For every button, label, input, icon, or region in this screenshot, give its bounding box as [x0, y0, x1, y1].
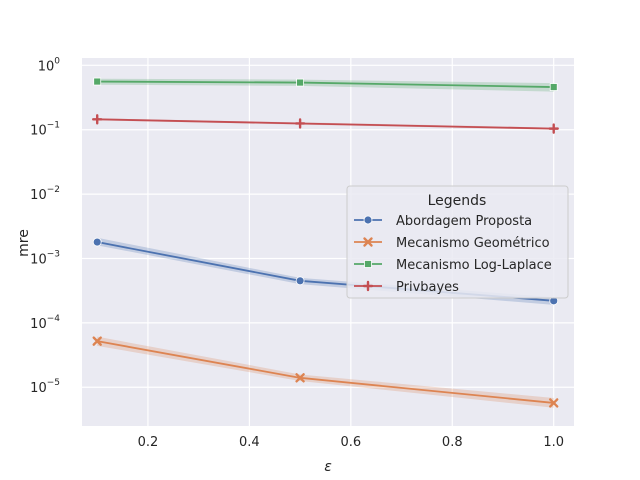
data-point [549, 83, 558, 91]
y-tick-label: 10−2 [30, 185, 60, 203]
data-point [92, 237, 102, 247]
data-point [296, 78, 305, 87]
y-tick-label: 10−3 [30, 249, 60, 267]
data-point [92, 336, 102, 346]
x-axis-ticks: 0.2 0.4 0.6 0.8 1.0 [138, 435, 564, 450]
legend-box [346, 185, 569, 299]
x-axis-label: ε [324, 459, 332, 475]
x-tick-label: 0.2 [138, 435, 159, 450]
y-axis-label: mre [16, 229, 32, 257]
data-point [93, 77, 102, 86]
data-point [295, 276, 305, 286]
x-tick-label: 0.4 [239, 435, 260, 450]
data-point [295, 373, 305, 383]
y-tick-label: 10−5 [30, 378, 60, 396]
data-point [294, 118, 306, 129]
y-tick-label: 10−4 [30, 314, 60, 332]
legend-entry: Mecanismo Geométrico [396, 236, 550, 251]
confidence-band [97, 336, 554, 408]
data-point [364, 260, 372, 268]
y-axis-ticks: 10−5 10−4 10−3 10−2 10−1 100 [30, 56, 60, 396]
legend-title: Legends [428, 193, 487, 209]
legend-entry: Abordagem Proposta [396, 214, 532, 229]
x-tick-label: 0.6 [340, 435, 361, 450]
data-point [92, 114, 103, 125]
x-tick-label: 1.0 [543, 435, 564, 450]
data-point [362, 280, 374, 292]
data-point [363, 237, 373, 247]
legend-items: Abordagem Proposta Mecanismo Geométrico Me… [354, 214, 552, 295]
series-markers [92, 77, 559, 408]
y-tick-label: 10−1 [30, 121, 60, 139]
legend-entry: Mecanismo Log-Laplace [396, 258, 552, 273]
y-tick-label: 100 [38, 56, 61, 74]
legend: Legends Abordagem Proposta Mecanismo Geom… [346, 185, 569, 299]
x-tick-label: 0.8 [442, 435, 463, 450]
data-point [548, 123, 559, 134]
legend-entry: Privbayes [396, 280, 459, 295]
data-point [549, 398, 559, 408]
data-point [363, 215, 373, 225]
